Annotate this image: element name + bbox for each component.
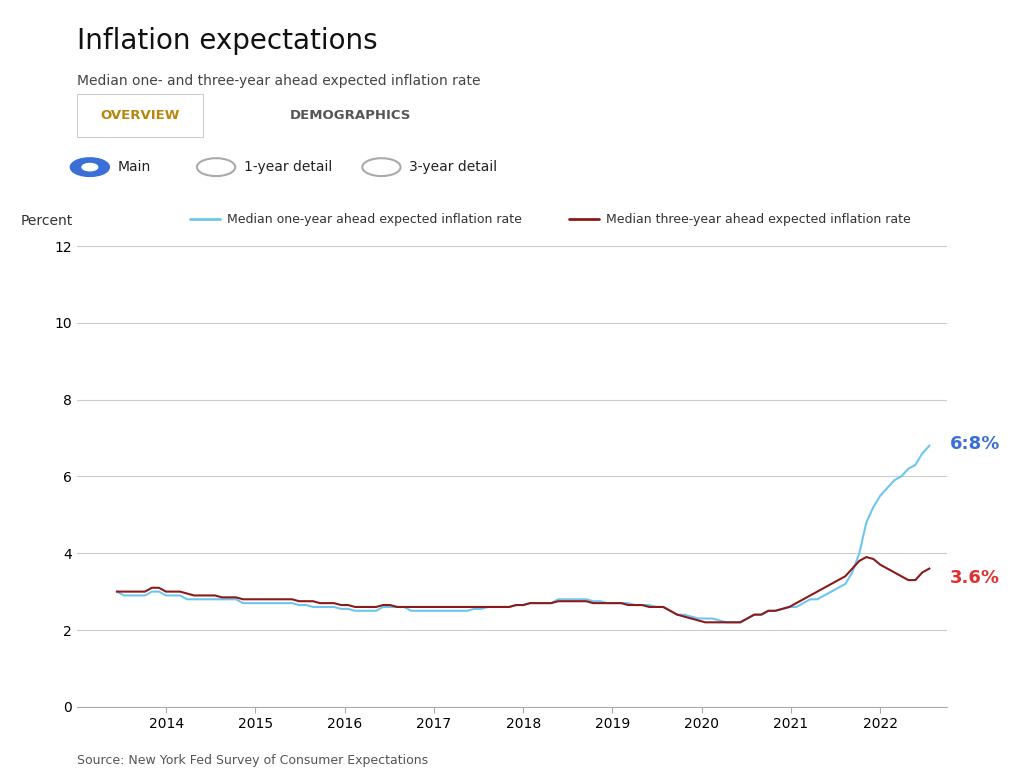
Circle shape — [362, 159, 400, 176]
Text: Median one- and three-year ahead expected inflation rate: Median one- and three-year ahead expecte… — [77, 74, 480, 88]
Circle shape — [197, 159, 236, 176]
Circle shape — [82, 163, 97, 171]
Text: DEMOGRAPHICS: DEMOGRAPHICS — [290, 109, 412, 122]
Text: 1-year detail: 1-year detail — [244, 160, 332, 174]
Text: Main: Main — [118, 160, 151, 174]
Bar — [77, 94, 203, 137]
Text: Source: New York Fed Survey of Consumer Expectations: Source: New York Fed Survey of Consumer … — [77, 754, 428, 767]
Text: 3.6%: 3.6% — [950, 569, 999, 587]
Text: Inflation expectations: Inflation expectations — [77, 27, 378, 55]
Text: Median one-year ahead expected inflation rate: Median one-year ahead expected inflation… — [227, 213, 522, 226]
Text: Median three-year ahead expected inflation rate: Median three-year ahead expected inflati… — [606, 213, 910, 226]
Text: 6:8%: 6:8% — [950, 435, 1000, 453]
Text: Percent: Percent — [20, 213, 73, 227]
Text: OVERVIEW: OVERVIEW — [100, 109, 179, 122]
Circle shape — [71, 159, 109, 176]
Text: 3-year detail: 3-year detail — [410, 160, 498, 174]
